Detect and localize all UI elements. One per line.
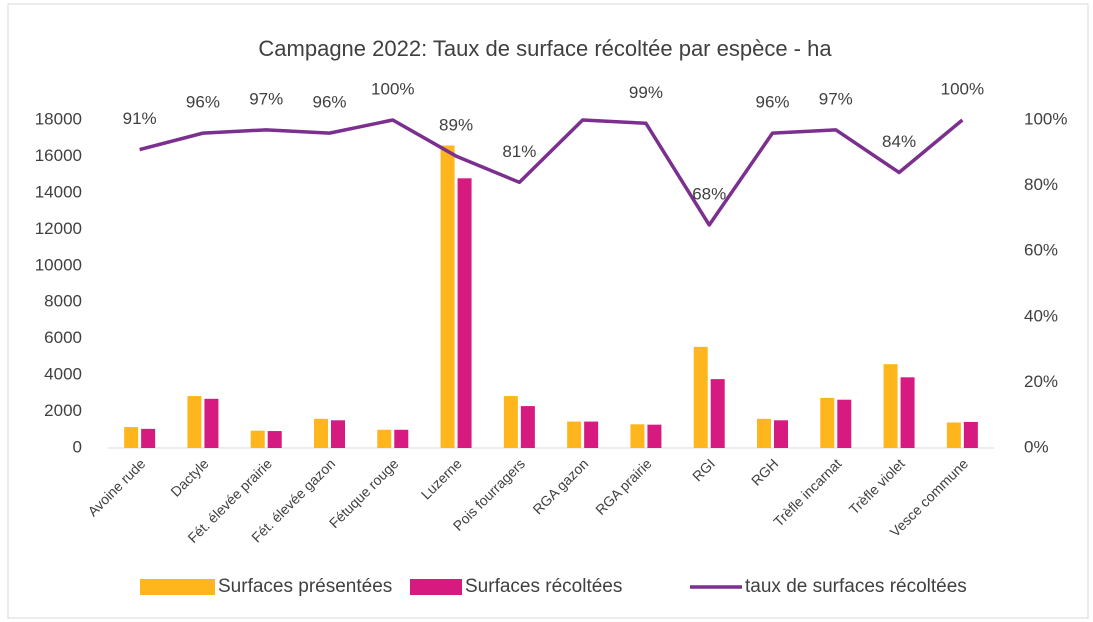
legend-label: Surfaces récoltées [465,576,622,597]
chart-title: Campagne 2022: Taux de surface récoltée … [258,36,832,61]
bar [377,429,392,448]
data-label: 91% [123,109,157,128]
legend-swatch [410,579,462,595]
y2-tick-label: 0% [1024,437,1049,456]
data-label: 97% [249,89,283,108]
bar [567,421,582,448]
bar [584,421,599,448]
bar [963,421,978,448]
data-label: 97% [819,89,853,108]
y2-tick-label: 80% [1024,175,1058,194]
y2-tick-label: 60% [1024,241,1058,260]
legend-label: Surfaces présentées [218,576,392,597]
bar [394,429,409,448]
legend-swatch [140,579,215,595]
y2-tick-label: 20% [1024,372,1058,391]
y2-tick-label: 100% [1024,109,1067,128]
bar [141,428,156,448]
y-tick-label: 0 [73,437,82,456]
data-label: 96% [312,93,346,112]
bar [693,346,708,448]
data-label: 96% [186,93,220,112]
bar [331,420,345,448]
line [139,118,964,227]
bar [440,145,455,448]
legend-label: taux de surfaces récoltées [745,576,967,597]
bar [883,364,898,448]
data-label: 100% [371,79,414,98]
bar [757,418,771,448]
bar [647,424,662,448]
y-tick-label: 18000 [35,109,82,128]
data-label: 100% [941,79,984,98]
bar [837,399,852,448]
bar [774,420,788,448]
bar [124,427,139,448]
bar [503,396,518,448]
data-label: 68% [692,184,726,203]
y-tick-label: 6000 [44,328,82,347]
bar [314,418,328,448]
bar [630,424,645,448]
bar [900,377,915,448]
y-tick-label: 12000 [35,219,82,238]
y-tick-label: 2000 [44,401,82,420]
y-tick-label: 8000 [44,292,82,311]
bar [204,398,219,448]
y-tick-label: 4000 [44,365,82,384]
y-tick-label: 10000 [35,255,82,274]
bar [457,178,472,449]
bar [267,431,282,448]
bar [946,422,961,448]
bar [187,396,202,448]
y-tick-label: 16000 [35,146,82,165]
y2-tick-label: 40% [1024,306,1058,325]
bar [710,379,725,448]
data-label: 89% [439,116,473,135]
y-tick-label: 14000 [35,182,82,201]
bar [820,397,835,448]
data-label: 96% [755,93,789,112]
chart-frame [7,3,1089,619]
bar [520,406,535,448]
bar [250,430,265,448]
data-label: 81% [502,142,536,161]
data-label: 99% [629,83,663,102]
data-label: 84% [882,132,916,151]
